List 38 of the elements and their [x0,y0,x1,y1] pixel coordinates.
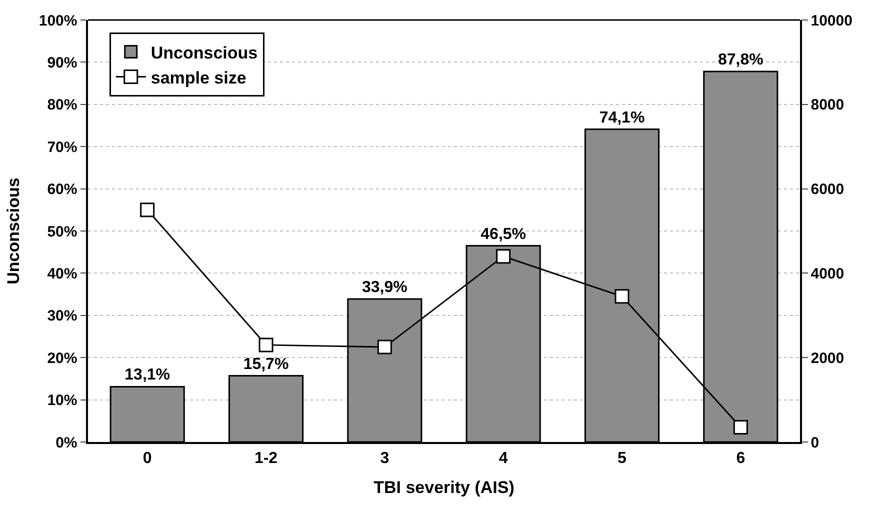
y-tick-label: 0% [56,434,78,452]
y-tick-label: 80% [47,96,78,114]
data-label: 15,7% [243,356,289,373]
x-tick-label: 6 [736,450,746,467]
y-tick-label: 70% [47,138,78,156]
y2-tick-label: 2000 [810,350,844,367]
x-tick-label: 3 [380,450,390,467]
y2-tick-label: 8000 [810,96,844,114]
y2-tick-label: 10000 [810,12,852,30]
point [377,340,392,354]
y2-tick-label: 0 [810,434,820,452]
y-tick-label: 20% [47,350,78,367]
y-tick-label: 90% [47,54,78,72]
y-tick-label: 60% [47,181,78,198]
x-tick-label: 0 [142,450,152,467]
y-tick-label: 100% [38,12,78,30]
data-label: 87,8% [718,51,764,68]
y-tick-label: 30% [47,308,78,325]
x-tick-label: 4 [498,450,508,467]
data-label: 13,1% [124,366,170,384]
data-label: 33,9% [362,278,408,296]
data-label: 46,5% [480,226,526,243]
data-label: 74,1% [599,109,645,126]
x-tick-label: 5 [618,450,627,467]
y2-tick-label: 4000 [810,265,844,282]
legend-label: Unconscious [150,43,258,62]
y2-tick-label: 6000 [810,181,844,198]
y-tick-label: 50% [47,223,78,240]
point [733,420,748,434]
point [614,289,630,304]
y-tick-label: 10% [47,392,78,410]
legend-label: sample size [150,68,246,88]
y-axis-title: Unconscious [4,178,23,284]
x-tick-label: 1-2 [254,450,278,467]
point [258,338,274,352]
y-tick-label: 40% [47,265,78,282]
point [496,249,511,264]
x-axis-title: TBI severity (AIS) [374,478,514,497]
